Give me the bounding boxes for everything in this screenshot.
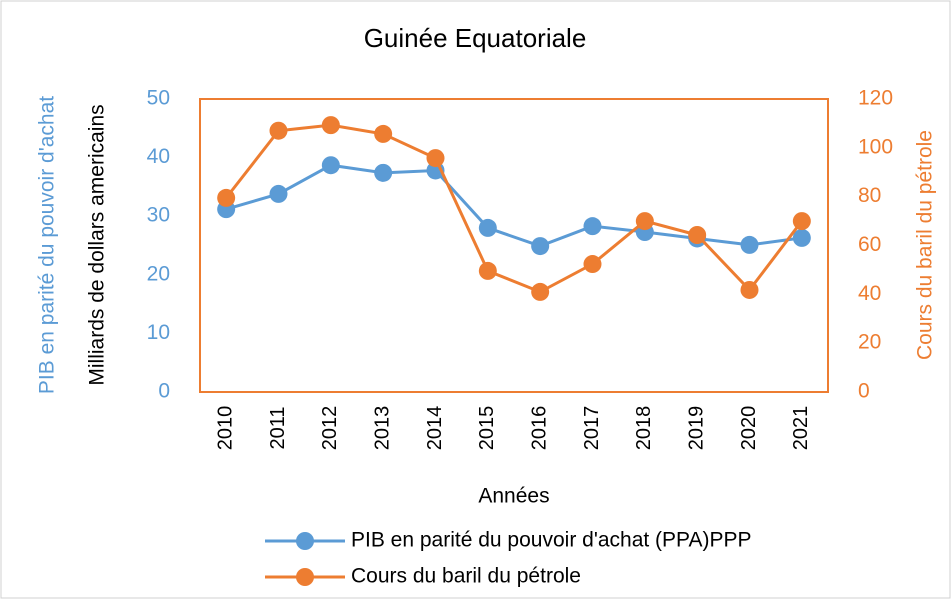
legend-label: PIB en parité du pouvoir d'achat (PPA)PP… (351, 529, 752, 552)
plot-frame (199, 98, 829, 393)
y-tick-label: 40 (147, 145, 170, 168)
series-marker (478, 261, 497, 280)
y2-tick-label: 0 (858, 380, 870, 403)
series-marker (583, 217, 602, 236)
x-tick-label: 2013 (371, 406, 393, 451)
y-axis-unit: Milliards de dollars americains (86, 104, 109, 385)
series-marker (792, 212, 811, 231)
y-tick-label: 50 (147, 87, 170, 110)
chart-title: Guinée Equatoriale (364, 23, 587, 53)
y-axis-label: PIB en parité du pouvoir d'achat (36, 96, 59, 394)
series-marker (688, 226, 707, 245)
series-marker (478, 218, 497, 237)
y2-tick-label: 120 (858, 87, 893, 110)
series-marker (217, 188, 236, 207)
x-tick-label: 2018 (633, 406, 655, 451)
x-tick-label: 2014 (424, 406, 446, 451)
y2-tick-label: 60 (858, 233, 881, 256)
y2-tick-label: 20 (858, 331, 881, 354)
legend-label: Cours du baril du pétrole (351, 565, 581, 588)
x-tick-label: 2020 (738, 406, 760, 451)
x-tick-label: 2021 (790, 406, 812, 451)
legend-marker (296, 532, 314, 550)
y-tick-label: 20 (147, 262, 170, 285)
series-marker (269, 184, 288, 203)
x-tick-label: 2010 (214, 406, 236, 451)
x-tick-label: 2016 (528, 406, 550, 451)
y-tick-label: 10 (147, 321, 170, 344)
x-tick-label: 2015 (476, 406, 498, 451)
x-tick-label: 2019 (685, 406, 707, 451)
y2-tick-label: 40 (858, 282, 881, 305)
series-marker (583, 255, 602, 274)
x-axis-label: Années (478, 485, 549, 508)
series-marker (792, 228, 811, 247)
y-tick-label: 30 (147, 204, 170, 227)
x-tick-label: 2017 (581, 406, 603, 451)
series-marker (531, 237, 550, 256)
series-marker (269, 121, 288, 140)
series-marker (531, 282, 550, 301)
series-marker (321, 156, 340, 175)
y2-tick-label: 100 (858, 135, 893, 158)
series-marker (740, 235, 759, 254)
series-marker (374, 163, 393, 182)
x-tick-label: 2012 (319, 406, 341, 451)
series-marker (374, 124, 393, 143)
x-tick-label: 2011 (267, 406, 289, 449)
legend-marker (296, 568, 314, 586)
series-marker (635, 212, 654, 231)
y2-tick-label: 80 (858, 184, 881, 207)
series-marker (321, 116, 340, 135)
series-marker (740, 280, 759, 299)
y2-axis-label: Cours du baril du pétrole (914, 130, 937, 360)
y-tick-label: 0 (158, 380, 170, 403)
series-marker (426, 149, 445, 168)
